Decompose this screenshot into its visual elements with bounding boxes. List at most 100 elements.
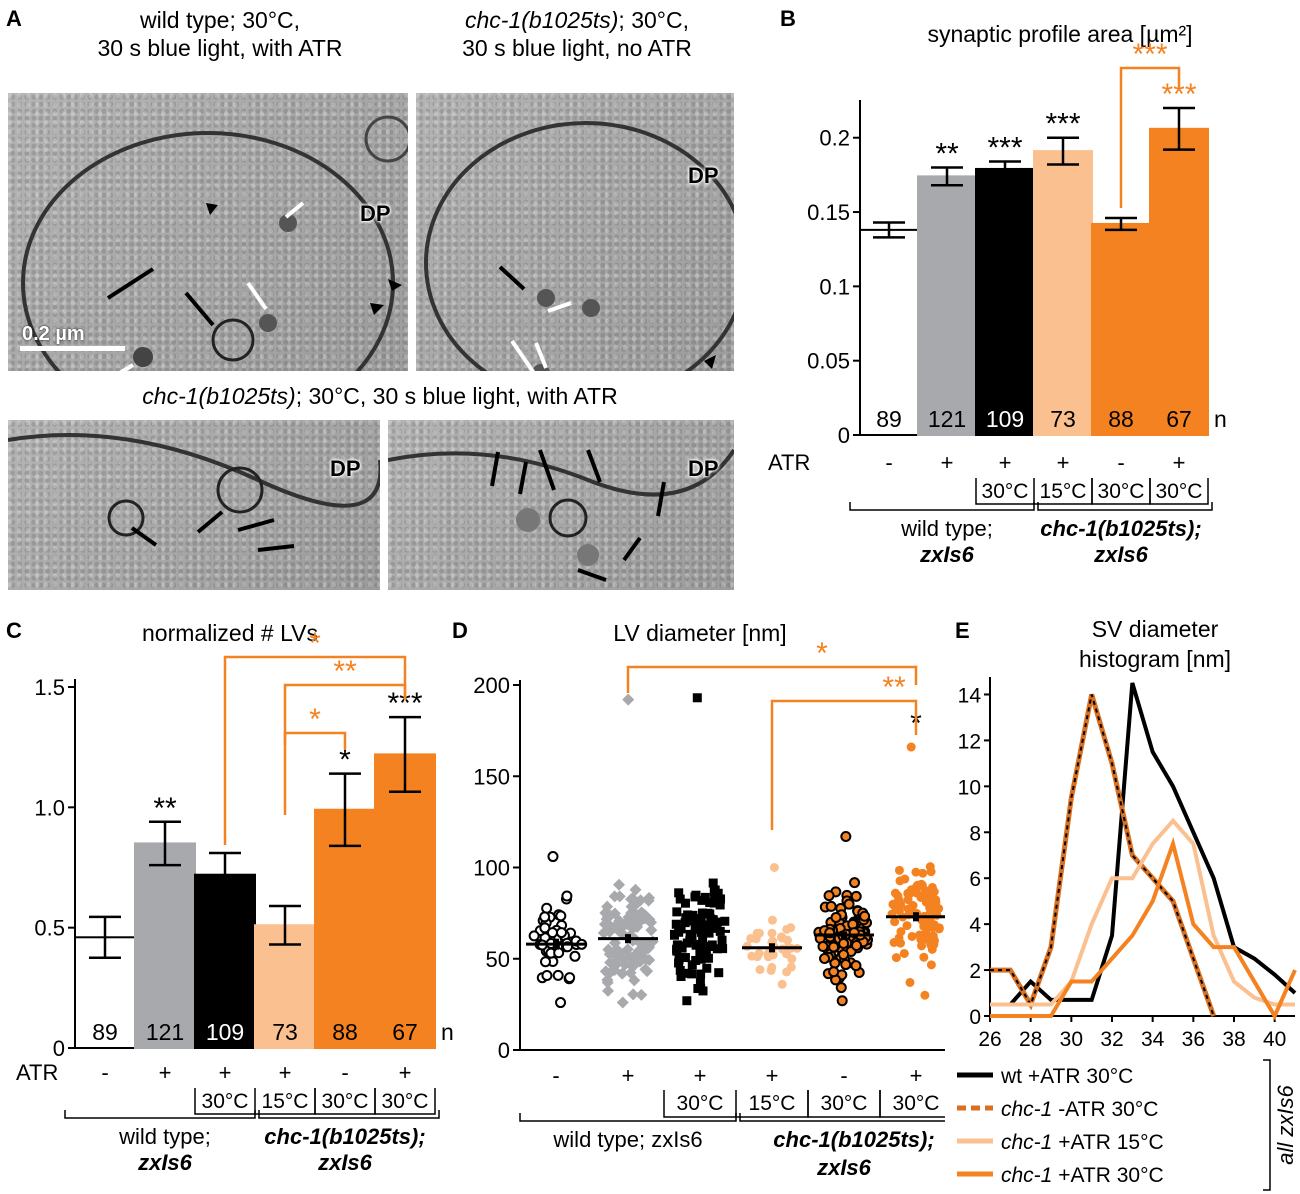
data-point <box>891 953 901 963</box>
data-point <box>635 988 648 1001</box>
data-point <box>716 894 726 904</box>
data-point <box>752 928 762 938</box>
y-tick-label: 0.2 <box>819 126 850 151</box>
data-point <box>905 889 915 899</box>
data-point <box>702 963 712 973</box>
bar <box>1033 150 1093 436</box>
chart-title: synaptic profile area [µm²] <box>927 21 1192 47</box>
data-point <box>712 917 722 927</box>
temperature-label: 30°C <box>1098 480 1145 503</box>
data-point <box>932 910 942 920</box>
data-point <box>628 974 641 987</box>
temperature-label: 15°C <box>749 1092 796 1115</box>
data-point <box>705 942 715 952</box>
legend-label: chc-1 +ATR 15°C <box>1001 1131 1164 1154</box>
x-tick-label: 32 <box>1100 1028 1123 1051</box>
data-point <box>546 927 558 939</box>
data-point <box>769 863 779 872</box>
data-point <box>919 952 929 962</box>
significance-bracket <box>223 655 407 845</box>
data-point <box>851 939 863 951</box>
data-point <box>692 693 702 703</box>
data-point <box>919 921 929 931</box>
data-point <box>890 917 900 927</box>
chart-title: normalized # LVs <box>142 620 318 646</box>
em-image-chc1-atr-1-overlay <box>8 433 380 552</box>
data-point <box>698 933 708 943</box>
y-tick-label: 150 <box>473 764 510 789</box>
bar <box>1149 127 1209 437</box>
y-tick-label: 10 <box>958 776 981 799</box>
data-point <box>776 932 786 942</box>
atr-value: + <box>694 1063 707 1088</box>
temperature-label: 30°C <box>821 1092 868 1115</box>
data-point <box>890 888 900 898</box>
atr-value: + <box>1173 450 1186 475</box>
bracket-significance-mark: * <box>816 637 828 670</box>
data-point <box>907 931 917 941</box>
significance-mark: *** <box>1045 108 1080 141</box>
data-point <box>849 877 861 889</box>
data-point <box>926 960 936 970</box>
atr-label: ATR <box>16 1060 58 1085</box>
data-point <box>888 899 898 909</box>
img2-rest: ; 30°C, <box>618 7 689 33</box>
n-label: 73 <box>272 1019 298 1045</box>
atr-value: + <box>159 1060 172 1085</box>
atr-value: + <box>766 1063 779 1088</box>
group-bracket-wildtype <box>519 1113 737 1122</box>
bar <box>194 873 256 1049</box>
data-point <box>825 900 837 912</box>
em-image-chc1-no-atr-overlay <box>424 121 734 371</box>
data-point <box>840 959 852 971</box>
bar <box>374 753 436 1050</box>
data-point <box>695 978 705 988</box>
data-point <box>817 941 829 953</box>
group-label-wildtype-2: zxIs6 <box>919 542 975 567</box>
data-point <box>707 915 717 925</box>
panel-a-img2-caption: chc-1(b1025ts); 30°C, 30 s blue light, n… <box>412 6 742 62</box>
atr-value: - <box>885 450 892 475</box>
data-point <box>747 951 757 961</box>
panel-a-bottom-caption: chc-1(b1025ts); 30°C, 30 s blue light, w… <box>40 382 720 410</box>
data-point <box>684 911 694 921</box>
temperature-label: 30°C <box>677 1092 724 1115</box>
data-point <box>767 915 777 925</box>
x-tick-label: 26 <box>978 1028 1001 1051</box>
data-point <box>609 921 622 934</box>
series-line <box>990 817 1295 1007</box>
data-point <box>777 979 787 989</box>
data-point <box>598 918 611 931</box>
n-label: 89 <box>92 1019 118 1045</box>
data-point <box>742 941 752 951</box>
data-point <box>631 917 644 930</box>
group-label-wildtype-2: zxIs6 <box>137 1150 193 1175</box>
data-point <box>830 911 842 923</box>
data-point <box>628 949 641 962</box>
dp-label-3: DP <box>330 456 361 481</box>
data-point <box>896 927 906 937</box>
data-point <box>696 969 706 979</box>
group-label-chc1-1: chc-1(b1025ts); <box>773 1127 934 1152</box>
data-point <box>674 955 684 965</box>
series-line <box>990 836 1297 1021</box>
panel-d-letter: D <box>452 618 468 643</box>
group-label-chc1-2: zxIs6 <box>1093 542 1149 567</box>
data-point <box>601 900 614 913</box>
data-point <box>708 878 718 888</box>
data-point <box>676 972 686 982</box>
series-line <box>990 693 1217 1017</box>
legend-label-genotype: chc-1 <box>1001 1164 1058 1187</box>
panel-e-letter: E <box>955 618 970 643</box>
data-point <box>608 964 621 977</box>
scale-bar-label: 0.2 µm <box>22 323 85 345</box>
atr-value: + <box>279 1060 292 1085</box>
bar <box>134 842 196 1049</box>
data-point <box>916 935 926 945</box>
data-point <box>754 948 764 958</box>
group-label-chc1-1: chc-1(b1025ts); <box>1040 516 1201 541</box>
data-point <box>717 935 727 945</box>
legend-side-label: all zxIs6 <box>1273 1085 1298 1165</box>
img1-caption-line1: wild type; 30°C, <box>139 7 301 33</box>
legend-bracket <box>1263 1059 1271 1191</box>
